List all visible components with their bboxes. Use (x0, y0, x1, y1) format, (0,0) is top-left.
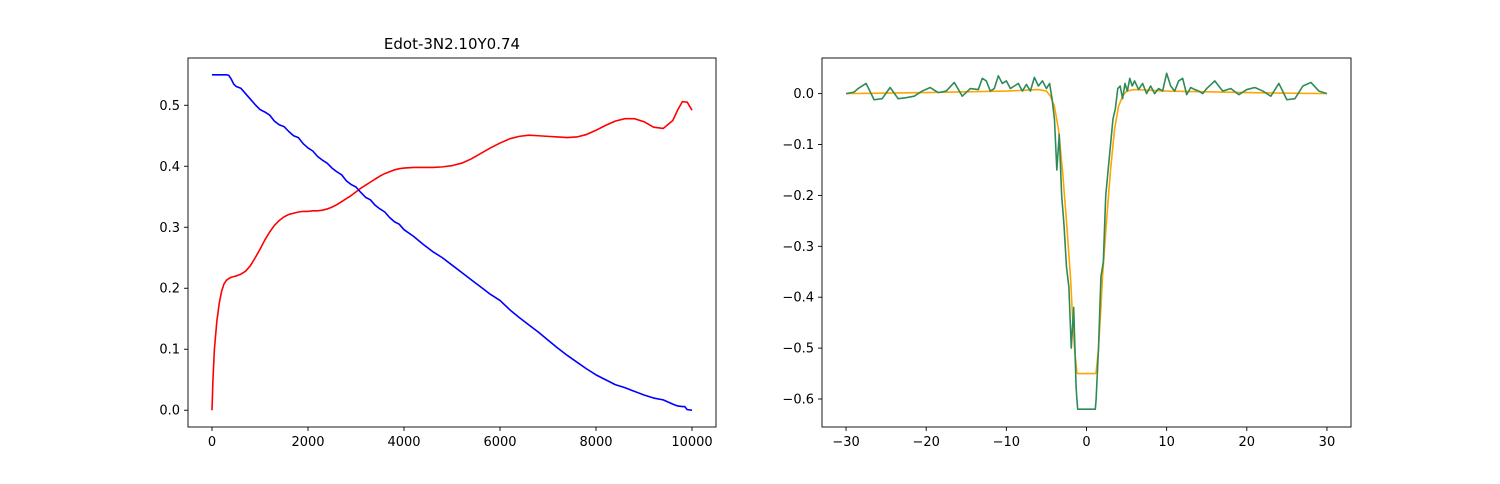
chart-left-x-tick-label: 8000 (579, 435, 612, 450)
chart-left-axes-frame (187, 57, 717, 428)
chart-left-y-tick-label: 0.2 (159, 282, 180, 297)
chart-left-y-tick-label: 0.1 (159, 343, 180, 358)
chart-right-x-tick-label: −10 (993, 435, 1020, 450)
chart-left-x-tick-label: 6000 (483, 435, 516, 450)
chart-right-x-tick-label: −20 (912, 435, 939, 450)
chart-right-x-tick-label: 10 (1158, 435, 1175, 450)
chart-left-y-tick-label: 0.0 (159, 404, 180, 419)
chart-left-y-tick-label: 0.5 (159, 99, 180, 114)
chart-left-title: Edot-3N2.10Y0.74 (384, 35, 520, 53)
chart-right-y-tick-label: −0.5 (782, 342, 814, 357)
chart-left: Edot-3N2.10Y0.74 0 2000 4000 6000 8000 10000 0… (159, 35, 717, 450)
chart-right-y-tick-label: −0.2 (782, 189, 814, 204)
chart-left-y-tick-label: 0.3 (159, 221, 180, 236)
chart-right-y-tick-label: −0.4 (782, 291, 814, 306)
chart-right-y-tick-label: −0.3 (782, 240, 814, 255)
chart-right-x-tick-label: 0 (1082, 435, 1090, 450)
chart-right-x-tick-label: 30 (1319, 435, 1336, 450)
chart-left-series-1-line (212, 73, 693, 412)
chart-left-y-tick-label: 0.4 (159, 160, 180, 175)
chart-right-x-tick-label: −30 (832, 435, 859, 450)
chart-right-series-1-line (845, 72, 1328, 410)
chart-right-y-tick-label: −0.1 (782, 138, 814, 153)
chart-left-x-tick-label: 0 (208, 435, 216, 450)
chart-right: −30 −20 −10 0 10 20 30 0.0 −0.1 −0.2 −0.3 −0.4 −0.5 −… (782, 57, 1352, 450)
chart-right-x-tick-label: 20 (1239, 435, 1256, 450)
chart-left-x-tick-label: 10000 (671, 435, 712, 450)
chart-left-x-tick-label: 2000 (291, 435, 324, 450)
chart-right-y-tick-label: 0.0 (793, 87, 814, 102)
chart-left-x-tick-label: 4000 (387, 435, 420, 450)
chart-left-series-0-line (211, 100, 693, 411)
chart-right-y-tick-label: −0.6 (782, 393, 814, 408)
